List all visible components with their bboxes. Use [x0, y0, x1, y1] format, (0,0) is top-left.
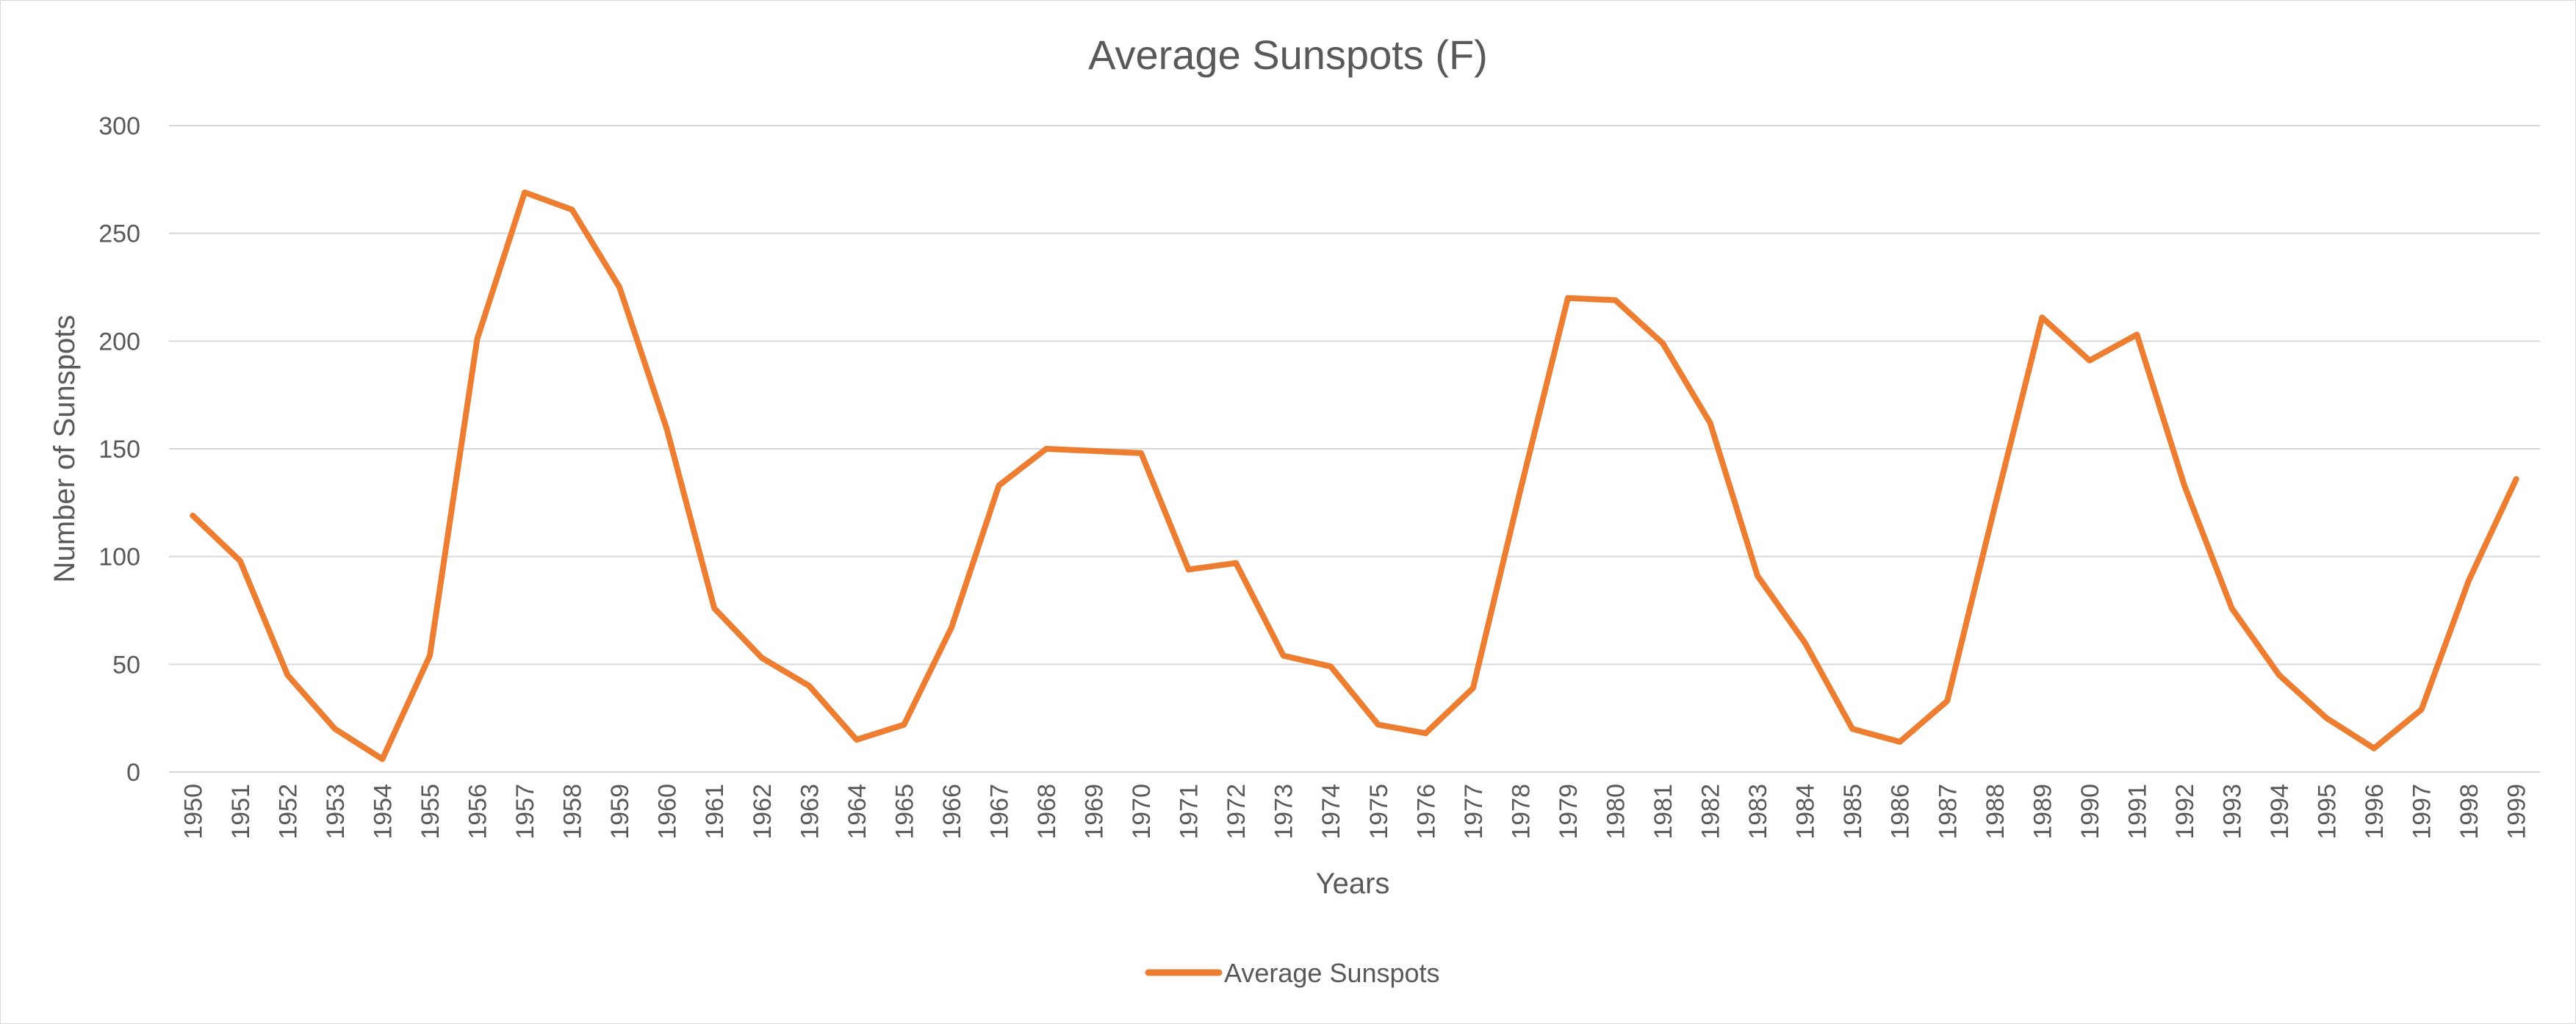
x-tick-label: 1972 [1223, 784, 1251, 840]
x-tick-label: 1967 [985, 784, 1013, 840]
x-tick-label: 1981 [1649, 784, 1677, 840]
y-axis-title: Number of Sunspots [48, 315, 81, 583]
x-tick-label: 1954 [369, 784, 397, 840]
x-tick-label: 1962 [749, 784, 777, 840]
x-tick-label: 1980 [1602, 784, 1630, 840]
chart-title: Average Sunspots (F) [1088, 32, 1488, 78]
x-axis-title: Years [1316, 868, 1390, 900]
x-tick-label: 1992 [2171, 784, 2199, 840]
x-tick-label: 1987 [1934, 784, 1962, 840]
x-tick-label: 1995 [2314, 784, 2342, 840]
x-tick-label: 1963 [796, 784, 824, 840]
x-tick-label: 1978 [1507, 784, 1535, 840]
y-tick-label: 300 [98, 112, 140, 140]
y-tick-label: 150 [98, 436, 140, 464]
y-tick-label: 250 [98, 220, 140, 248]
x-tick-label: 1957 [511, 784, 539, 840]
x-tick-label: 1964 [843, 784, 871, 840]
x-tick-label: 1997 [2408, 784, 2436, 840]
x-tick-label: 1970 [1128, 784, 1156, 840]
x-tick-label: 1989 [2029, 784, 2057, 840]
x-tick-label: 1990 [2076, 784, 2104, 840]
x-tick-label: 1959 [606, 784, 634, 840]
x-tick-label: 1965 [891, 784, 918, 840]
x-tick-label: 1994 [2266, 784, 2294, 840]
y-tick-label: 50 [112, 651, 140, 679]
legend-label: Average Sunspots [1224, 958, 1440, 988]
x-tick-label: 1993 [2218, 784, 2246, 840]
x-tick-label: 1955 [417, 784, 445, 840]
x-tick-label: 1999 [2503, 784, 2531, 840]
x-tick-label: 1983 [1744, 784, 1772, 840]
y-axis-ticks: 0 50 100 150 200 250 300 [98, 112, 140, 787]
y-tick-label: 100 [98, 544, 140, 572]
x-tick-label: 1969 [1081, 784, 1109, 840]
x-tick-label: 1968 [1033, 784, 1061, 840]
gridlines [169, 125, 2540, 773]
series-line-average-sunspots [190, 189, 2519, 762]
x-tick-label: 1979 [1555, 784, 1583, 840]
x-tick-label: 1988 [1982, 784, 2010, 840]
x-tick-label: 1971 [1176, 784, 1204, 840]
x-tick-label: 1956 [464, 784, 492, 840]
x-tick-label: 1961 [701, 784, 729, 840]
x-tick-label: 1991 [2123, 784, 2151, 840]
x-tick-label: 1998 [2456, 784, 2483, 840]
x-tick-label: 1974 [1317, 784, 1345, 840]
y-tick-label: 200 [98, 328, 140, 356]
x-tick-label: 1984 [1792, 784, 1820, 840]
x-tick-label: 1975 [1365, 784, 1393, 840]
x-tick-label: 1982 [1697, 784, 1725, 840]
x-tick-label: 1996 [2361, 784, 2389, 840]
x-tick-label: 1952 [274, 784, 302, 840]
legend: Average Sunspots [1145, 958, 1440, 988]
x-tick-label: 1976 [1412, 784, 1440, 840]
x-tick-label: 1977 [1460, 784, 1488, 840]
x-tick-label: 1973 [1270, 784, 1298, 840]
x-axis-ticks: 1950 1951 1952 1953 1954 1955 1956 1957 1958 1959… [179, 784, 2530, 840]
y-tick-label: 0 [126, 759, 140, 787]
x-tick-label: 1966 [938, 784, 966, 840]
x-tick-label: 1960 [654, 784, 682, 840]
x-tick-label: 1986 [1887, 784, 1915, 840]
series-group [190, 189, 2519, 762]
x-tick-label: 1951 [227, 784, 255, 840]
x-tick-label: 1953 [322, 784, 350, 840]
x-tick-label: 1985 [1839, 784, 1867, 840]
x-tick-label: 1958 [559, 784, 587, 840]
x-tick-label: 1950 [179, 784, 207, 840]
